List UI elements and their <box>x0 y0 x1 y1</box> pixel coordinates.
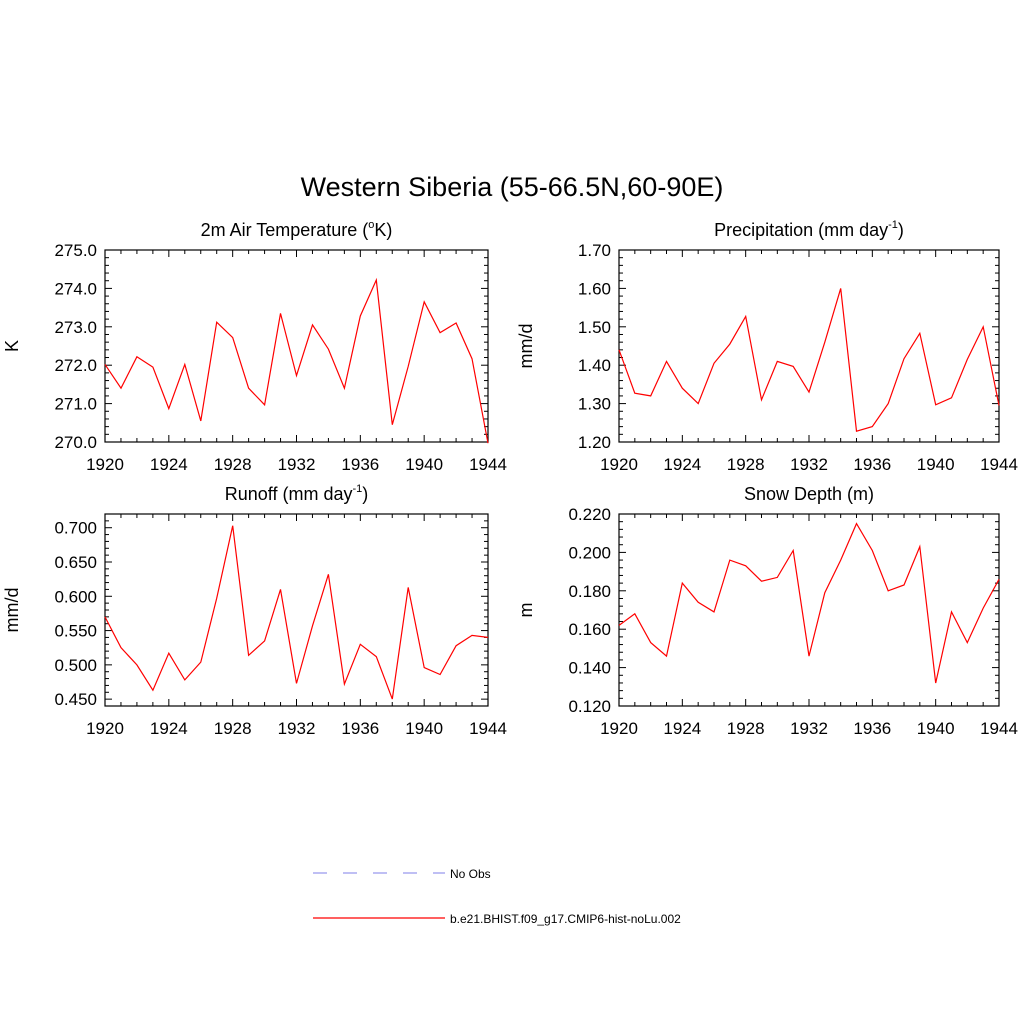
x-tick-label: 1928 <box>214 455 252 474</box>
y-tick-label: 0.650 <box>54 553 97 572</box>
panel-title: Runoff (mm day-1) <box>225 483 369 504</box>
y-tick-label: 272.0 <box>54 356 97 375</box>
panel-title-main: Runoff (mm day <box>225 484 353 504</box>
y-tick-label: 1.50 <box>578 318 611 337</box>
series-line <box>618 522 1000 684</box>
y-tick-label: 1.30 <box>578 395 611 414</box>
x-tick-label: 1920 <box>86 719 124 738</box>
y-tick-label: 0.600 <box>54 587 97 606</box>
panel-1: 1920 1924 1928 1932 1936 1940 1944 270.0 271.0 27… <box>2 219 507 474</box>
legend-label: No Obs <box>450 867 491 881</box>
panel-3: 1920 1924 1928 1932 1936 1940 1944 0.450 0.500 0.… <box>2 483 507 738</box>
x-tick-label: 1924 <box>663 719 701 738</box>
panel-4: 1920 1924 1928 1932 1936 1940 1944 0.120 0.140 0.… <box>516 484 1018 738</box>
x-tick-label: 1944 <box>469 719 507 738</box>
y-axis-label: mm/d <box>2 588 22 633</box>
y-tick-label: 0.180 <box>568 582 611 601</box>
panel-title-sup: -1 <box>352 483 362 495</box>
y-tick-label: 0.550 <box>54 622 97 641</box>
y-tick-label: 0.700 <box>54 519 97 538</box>
x-tick-label: 1928 <box>727 455 765 474</box>
y-tick-label: 275.0 <box>54 241 97 260</box>
legend: No Obs b.e21.BHIST.f09_g17.CMIP6-hist-noL… <box>313 867 681 926</box>
y-tick-label: 0.220 <box>568 505 611 524</box>
x-tick-label: 1920 <box>600 455 638 474</box>
panel-title: 2m Air Temperature (oK) <box>201 219 393 240</box>
x-tick-label: 1932 <box>790 719 828 738</box>
x-tick-label: 1936 <box>341 455 379 474</box>
y-tick-label: 271.0 <box>54 395 97 414</box>
x-tick-label: 1924 <box>150 719 188 738</box>
y-tick-label: 0.160 <box>568 620 611 639</box>
legend-entry: b.e21.BHIST.f09_g17.CMIP6-hist-noLu.002 <box>313 912 681 926</box>
x-tick-label: 1924 <box>150 455 188 474</box>
x-tick-label: 1940 <box>917 719 955 738</box>
x-tick-label: 1920 <box>86 455 124 474</box>
x-tick-label: 1928 <box>727 719 765 738</box>
panel-title-tail: ) <box>362 484 368 504</box>
x-tick-label: 1944 <box>980 455 1018 474</box>
x-tick-label: 1924 <box>663 455 701 474</box>
x-tick-label: 1940 <box>405 719 443 738</box>
plot-frame <box>104 249 489 443</box>
panel-title-main: Snow Depth (m) <box>744 484 874 504</box>
x-tick-label: 1932 <box>278 455 316 474</box>
y-axis-label: K <box>2 340 22 352</box>
x-tick-label: 1940 <box>917 455 955 474</box>
plot-frame <box>618 249 1000 443</box>
x-tick-label: 1936 <box>341 719 379 738</box>
y-tick-label: 274.0 <box>54 279 97 298</box>
panel-title-tail: K) <box>374 220 392 240</box>
x-tick-label: 1920 <box>600 719 638 738</box>
y-axis-label: m <box>516 603 536 618</box>
y-tick-label: 0.450 <box>54 690 97 709</box>
y-tick-label: 1.70 <box>578 241 611 260</box>
y-tick-label: 0.200 <box>568 543 611 562</box>
y-tick-label: 0.120 <box>568 697 611 716</box>
panel-title-main: 2m Air Temperature ( <box>201 220 369 240</box>
legend-entry: No Obs <box>313 867 491 881</box>
panel-title-sup: o <box>368 219 374 231</box>
panel-title-sup: -1 <box>888 219 898 231</box>
x-tick-label: 1932 <box>790 455 828 474</box>
x-tick-label: 1940 <box>405 455 443 474</box>
legend-label: b.e21.BHIST.f09_g17.CMIP6-hist-noLu.002 <box>450 912 681 926</box>
figure-title: Western Siberia (55-66.5N,60-90E) <box>301 172 724 202</box>
y-axis-label: mm/d <box>516 324 536 369</box>
panels: 1920 1924 1928 1932 1936 1940 1944 270.0 271.0 27… <box>2 219 1018 738</box>
series-line <box>104 277 489 444</box>
panel-title-main: Precipitation (mm day <box>714 220 888 240</box>
y-tick-label: 0.500 <box>54 656 97 675</box>
panel-title: Precipitation (mm day-1) <box>714 219 904 240</box>
x-tick-label: 1936 <box>853 719 891 738</box>
plot-frame <box>104 513 489 707</box>
y-tick-label: 1.60 <box>578 279 611 298</box>
panel-title: Snow Depth (m) <box>744 484 874 504</box>
y-tick-label: 273.0 <box>54 318 97 337</box>
x-tick-label: 1932 <box>278 719 316 738</box>
series-line <box>104 525 489 700</box>
x-tick-label: 1936 <box>853 455 891 474</box>
x-tick-label: 1928 <box>214 719 252 738</box>
x-tick-label: 1944 <box>980 719 1018 738</box>
y-tick-label: 1.40 <box>578 356 611 375</box>
panel-title-tail: ) <box>898 220 904 240</box>
x-tick-label: 1944 <box>469 455 507 474</box>
y-tick-label: 270.0 <box>54 433 97 452</box>
y-tick-label: 0.140 <box>568 659 611 678</box>
y-tick-label: 1.20 <box>578 433 611 452</box>
series-line <box>618 288 1000 432</box>
panel-2: 1920 1924 1928 1932 1936 1940 1944 1.20 1.30 1.40… <box>516 219 1018 474</box>
